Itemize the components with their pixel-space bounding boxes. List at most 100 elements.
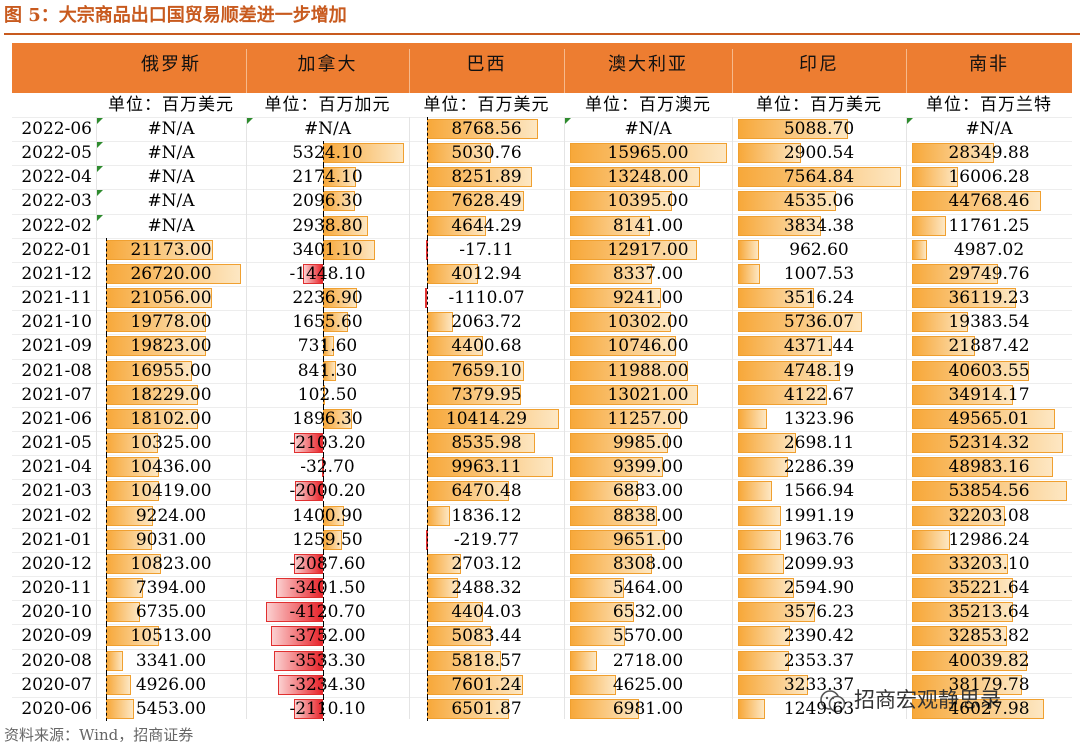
value-text: -3533.30 (289, 650, 366, 671)
column-gridline (246, 117, 247, 719)
value-cell-australia: 10302.00 (564, 310, 732, 334)
bar-axis-line (106, 576, 108, 601)
value-text: 10746.00 (607, 336, 689, 357)
bar-axis-line (426, 310, 428, 335)
date-cell: 2020-09 (21, 626, 92, 647)
header-country-brazil: 巴西 (466, 54, 507, 75)
value-cell-brazil: 5083.44 (409, 624, 564, 649)
value-text: -219.77 (453, 529, 520, 550)
value-text: 44768.46 (948, 191, 1030, 212)
value-cell-south-africa: 38179.78 (906, 673, 1072, 697)
row-gridline (12, 237, 1072, 239)
source-note: 资料来源：Wind，招商证券 (4, 726, 194, 744)
bar-axis-line (426, 503, 428, 528)
value-text: 4012.94 (451, 263, 522, 284)
value-text: 35213.64 (948, 602, 1030, 623)
table-row: 2022-02 #N/A 2938.80 4644.29 8141.00 3834.38 1… (12, 213, 1072, 238)
value-text: 9224.00 (135, 505, 207, 526)
value-cell-brazil: 8768.56 (409, 117, 564, 142)
value-cell-russia: 10419.00 (96, 479, 246, 504)
positive-data-bar (738, 360, 841, 381)
negative-data-bar (293, 433, 323, 454)
value-text: 40039.82 (948, 650, 1030, 671)
value-cell-australia: 11988.00 (564, 359, 732, 383)
positive-data-bar (570, 529, 665, 550)
value-text: 9651.00 (612, 529, 684, 550)
bar-axis-line (426, 431, 428, 456)
bar-axis-line (106, 648, 108, 673)
bar-axis-line (322, 334, 324, 359)
bar-axis-line (106, 406, 108, 432)
value-cell-canada: -2000.20 (246, 479, 409, 504)
bar-axis-line (106, 696, 108, 721)
negative-data-bar (277, 674, 323, 695)
value-cell-russia: 10325.00 (96, 431, 246, 456)
value-cell-brazil: 8535.98 (409, 431, 564, 456)
bar-axis-line (322, 479, 324, 504)
positive-data-bar (738, 384, 827, 405)
bar-axis-line (426, 358, 428, 383)
table-row: 2020-06 5453.00 -2110.10 6501.87 6981.00 1249… (12, 696, 1072, 721)
value-text: 13248.00 (607, 167, 689, 188)
value-cell-russia: 9224.00 (96, 503, 246, 528)
row-gridline (12, 648, 1072, 650)
bar-axis-line (322, 406, 324, 432)
positive-data-bar (570, 215, 651, 236)
bar-axis-line (322, 310, 324, 335)
value-text: 3516.24 (783, 288, 855, 309)
date-cell: 2021-06 (21, 408, 92, 429)
value-cell-russia: 10513.00 (96, 624, 246, 649)
table-row: 2021-08 16955.00 841.30 7659.10 11988.00 4748… (12, 358, 1072, 383)
value-cell-canada: 1655.60 (246, 310, 409, 335)
value-text: 1323.96 (783, 408, 855, 429)
value-cell-south-africa: 40603.55 (906, 359, 1072, 383)
watermark-text: 招商宏观静思录 (854, 688, 1001, 712)
bar-axis-line (322, 165, 324, 190)
value-text: 2096.30 (292, 191, 363, 212)
value-cell-indonesia: 2900.54 (732, 141, 906, 165)
row-gridline (12, 189, 1072, 191)
value-text: 21173.00 (130, 239, 212, 260)
date-cell: 2020-11 (21, 578, 92, 599)
bar-axis-line (426, 189, 428, 214)
error-flag-icon (97, 190, 103, 197)
value-text: 2099.93 (783, 553, 855, 574)
value-cell-australia: 2718.00 (564, 649, 732, 673)
row-gridline (12, 310, 1072, 312)
value-cell-canada: 5324.10 (246, 141, 409, 166)
positive-data-bar (570, 384, 699, 405)
positive-data-bar (912, 602, 1014, 623)
value-cell-australia: 6981.00 (564, 697, 732, 721)
bar-axis-line (322, 286, 324, 311)
header-separator (732, 49, 733, 93)
value-cell-brazil: 5818.57 (409, 648, 564, 673)
table-row: 2020-12 10823.00 -2087.60 2703.12 8308.00 209… (12, 551, 1072, 577)
positive-data-bar (738, 553, 784, 574)
value-text: 29749.76 (948, 263, 1030, 284)
value-cell-canada: -3752.00 (246, 624, 409, 649)
value-cell-brazil: -1110.07 (409, 286, 564, 311)
value-text: 7394.00 (135, 578, 207, 599)
column-gridline (564, 117, 565, 719)
value-text: 4371.44 (783, 336, 855, 357)
bar-axis-line (322, 382, 324, 407)
value-cell-russia: 10436.00 (96, 455, 246, 480)
value-text: 9963.11 (451, 457, 522, 478)
bar-axis-line (106, 455, 108, 480)
value-cell-russia: #N/A (96, 117, 246, 141)
positive-data-bar (570, 360, 688, 381)
date-cell: 2021-01 (21, 529, 92, 550)
value-text: 5030.76 (451, 143, 522, 164)
positive-data-bar (912, 457, 1053, 478)
value-text: 2286.39 (783, 457, 855, 478)
table-row: 2020-08 3341.00 -3533.30 5818.57 2718.00 2353… (12, 648, 1072, 673)
value-text: 2488.32 (451, 578, 522, 599)
value-text: 9241.00 (612, 288, 684, 309)
row-gridline (12, 455, 1072, 457)
value-cell-indonesia: 2286.39 (732, 455, 906, 479)
value-text: 3401.10 (292, 239, 363, 260)
value-text: 6735.00 (135, 602, 207, 623)
positive-data-bar (912, 191, 1041, 212)
value-cell-canada: -1448.10 (246, 261, 409, 287)
positive-data-bar (570, 553, 652, 574)
